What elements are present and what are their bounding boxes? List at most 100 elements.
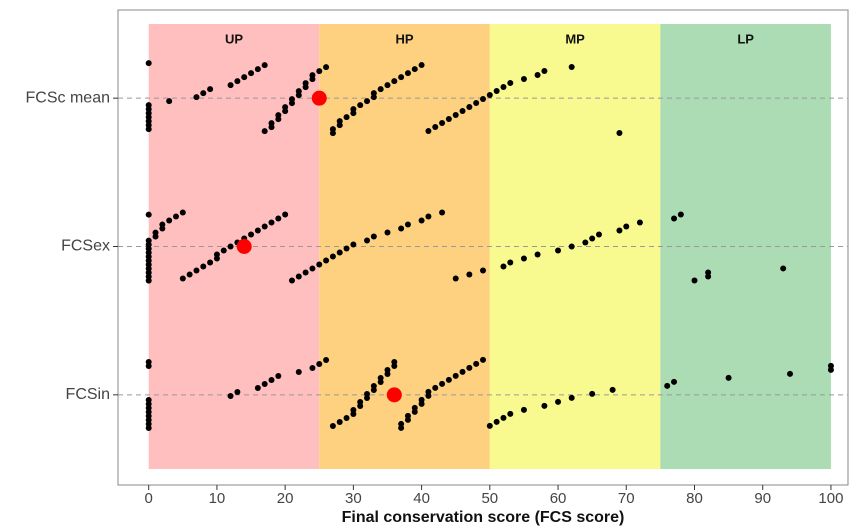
- point: [323, 64, 330, 71]
- point: [404, 221, 411, 228]
- point: [384, 82, 391, 89]
- point: [220, 247, 227, 254]
- point: [534, 72, 541, 79]
- point: [254, 384, 261, 391]
- point: [179, 209, 186, 216]
- point: [439, 120, 446, 127]
- point: [432, 384, 439, 391]
- point: [780, 265, 787, 272]
- point: [329, 253, 336, 260]
- x-tick-label: 50: [481, 490, 498, 507]
- point: [404, 70, 411, 77]
- point: [486, 92, 493, 99]
- point: [541, 402, 548, 409]
- x-tick-label: 30: [345, 490, 362, 507]
- band-label: LP: [737, 31, 754, 46]
- point: [568, 394, 575, 401]
- point: [616, 130, 623, 137]
- point: [172, 213, 179, 220]
- point: [582, 239, 589, 246]
- point: [309, 364, 316, 371]
- point: [254, 227, 261, 234]
- point: [295, 368, 302, 375]
- point: [370, 90, 377, 97]
- band-label: MP: [565, 31, 585, 46]
- point: [343, 245, 350, 252]
- x-tick-label: 90: [754, 490, 771, 507]
- point: [145, 359, 152, 366]
- point: [671, 215, 678, 222]
- point: [480, 356, 486, 363]
- point: [350, 406, 357, 413]
- point: [418, 396, 425, 403]
- point: [370, 382, 377, 389]
- point: [329, 126, 336, 133]
- point: [364, 237, 371, 244]
- y-tick-label: FCSex: [61, 238, 110, 255]
- point: [207, 259, 214, 266]
- point: [207, 86, 214, 93]
- point: [213, 251, 220, 258]
- point: [623, 223, 630, 230]
- point: [636, 219, 643, 226]
- point: [705, 269, 712, 276]
- point: [261, 128, 268, 135]
- point: [425, 213, 432, 220]
- point: [364, 98, 371, 105]
- point: [787, 370, 794, 377]
- point: [541, 68, 548, 75]
- band-label: HP: [396, 31, 414, 46]
- point: [439, 380, 446, 387]
- point: [555, 398, 562, 405]
- point: [261, 223, 268, 230]
- point: [473, 360, 480, 367]
- point: [248, 231, 255, 238]
- point: [227, 82, 234, 89]
- band-label: UP: [225, 31, 243, 46]
- point: [179, 275, 186, 282]
- point: [377, 374, 384, 381]
- point: [302, 80, 309, 87]
- point: [200, 263, 207, 270]
- point: [282, 104, 289, 111]
- point: [377, 86, 384, 93]
- point: [336, 418, 343, 425]
- point: [725, 374, 732, 381]
- point: [425, 388, 432, 395]
- point: [254, 66, 261, 73]
- point: [316, 68, 323, 75]
- point: [145, 237, 152, 244]
- point: [323, 356, 330, 363]
- point: [568, 243, 575, 250]
- point: [664, 382, 671, 389]
- plot-frame: [117, 9, 849, 486]
- point: [398, 74, 405, 81]
- point: [350, 106, 357, 113]
- point: [493, 418, 500, 425]
- point: [555, 247, 562, 254]
- point: [507, 80, 514, 87]
- point: [486, 422, 493, 429]
- point: [507, 410, 514, 417]
- point: [473, 100, 480, 107]
- point: [193, 267, 200, 274]
- point: [452, 372, 459, 379]
- point: [357, 102, 364, 109]
- point: [357, 398, 364, 405]
- point: [145, 396, 152, 403]
- point: [166, 217, 173, 224]
- point: [398, 420, 405, 427]
- mean-point: [311, 90, 327, 106]
- point: [391, 358, 398, 365]
- point: [316, 360, 323, 367]
- point: [302, 269, 309, 276]
- point: [616, 227, 623, 234]
- point: [520, 406, 527, 413]
- point: [336, 249, 343, 256]
- point: [323, 257, 330, 264]
- point: [425, 128, 432, 135]
- point: [166, 98, 173, 105]
- point: [466, 104, 473, 111]
- point: [500, 263, 507, 270]
- x-tick-label: 20: [277, 490, 294, 507]
